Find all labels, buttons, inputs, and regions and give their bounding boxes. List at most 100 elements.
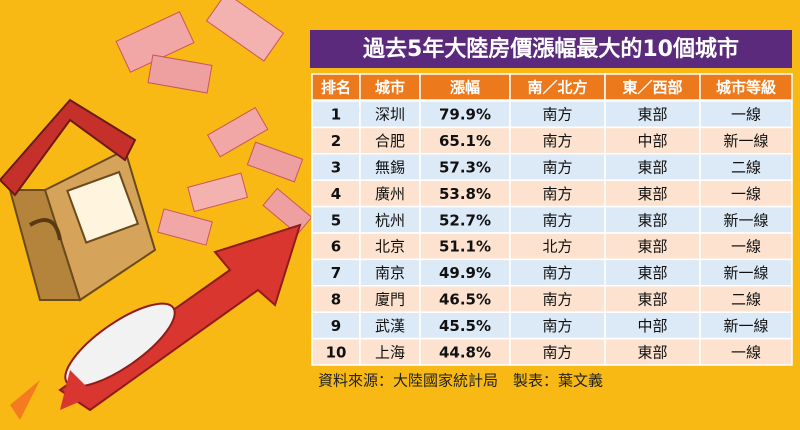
cell-text: 南方 <box>542 317 572 335</box>
cell <box>604 285 701 313</box>
cell-text: 東部 <box>637 264 667 282</box>
cell <box>419 100 511 129</box>
house-roof <box>0 98 137 197</box>
cell-text: 東部 <box>637 343 667 361</box>
cell <box>419 232 511 261</box>
header-cell <box>419 73 511 101</box>
cell <box>311 232 361 261</box>
header-text: 城市等級 <box>716 79 776 97</box>
cell-text: 新一線 <box>723 211 768 229</box>
cell <box>604 311 701 340</box>
cell-text: 上海 <box>375 343 405 361</box>
cell <box>419 285 511 313</box>
cell-text: 合肥 <box>375 132 405 150</box>
cell-text: 52.7% <box>439 211 491 229</box>
rocket-body <box>64 302 176 388</box>
cell <box>699 311 793 340</box>
cell-text: 南方 <box>542 264 572 282</box>
money-bills <box>115 0 313 246</box>
header-cell <box>604 73 701 101</box>
cell-text: 一線 <box>731 185 761 203</box>
cell-text: 4 <box>331 185 341 203</box>
bill <box>246 141 304 183</box>
cell <box>699 258 793 287</box>
cell-text: 10 <box>326 343 347 361</box>
cell-text: 9 <box>331 317 341 335</box>
cell-text: 南方 <box>542 106 572 124</box>
cell-text: 45.5% <box>439 317 491 335</box>
cell-text: 南方 <box>542 159 572 177</box>
header-text: 排名 <box>321 79 351 97</box>
bill <box>157 208 213 246</box>
cell-text: 44.8% <box>439 343 491 361</box>
cell <box>604 258 701 287</box>
cell-text: 南方 <box>542 291 572 309</box>
cell-text: 一線 <box>731 343 761 361</box>
header-cell <box>699 73 793 101</box>
cell-text: 3 <box>331 159 341 177</box>
cell <box>311 205 361 234</box>
cell-text: 東部 <box>637 159 667 177</box>
cell <box>359 100 421 129</box>
cell-text: 49.9% <box>439 264 491 282</box>
cell-text: 51.1% <box>439 238 491 256</box>
house-arm <box>28 218 62 241</box>
bill <box>205 0 285 62</box>
bill <box>147 54 213 94</box>
cell-text: 新一線 <box>723 317 768 335</box>
cell-text: 1 <box>331 106 341 124</box>
bill <box>206 106 269 158</box>
cell <box>699 179 793 208</box>
bill <box>262 187 313 235</box>
cell-text: 65.1% <box>439 132 491 150</box>
cell-text: 武漢 <box>375 317 405 335</box>
cell <box>419 126 511 155</box>
cell-text: 一線 <box>731 106 761 124</box>
cell-text: 深圳 <box>375 106 405 124</box>
cell <box>699 153 793 181</box>
cell-text: 東部 <box>637 238 667 256</box>
header-text: 漲幅 <box>450 79 480 97</box>
cell-text: 2 <box>331 132 341 150</box>
cell <box>699 337 793 366</box>
cell <box>509 205 606 234</box>
bill <box>187 172 249 213</box>
cell <box>509 311 606 340</box>
cell-text: 8 <box>331 291 341 309</box>
cell-text: 新一線 <box>723 132 768 150</box>
cell <box>604 179 701 208</box>
cell-text: 53.8% <box>439 185 491 203</box>
cell <box>604 205 701 234</box>
cell-text: 46.5% <box>439 291 491 309</box>
cell-text: 南京 <box>375 264 405 282</box>
header-text: 城市 <box>375 79 405 97</box>
header-text: 南／北方 <box>527 79 587 97</box>
cell-text: 東部 <box>637 106 667 124</box>
cell-text: 無錫 <box>375 159 405 177</box>
cell-text: 二線 <box>731 291 761 309</box>
cell <box>311 337 361 366</box>
cell-text: 廣州 <box>375 185 405 203</box>
cell-text: 7 <box>331 264 341 282</box>
cell-text: 中部 <box>637 317 667 335</box>
cell <box>604 232 701 261</box>
rocket-flame <box>10 380 40 420</box>
cell <box>604 100 701 129</box>
cell <box>359 179 421 208</box>
cell <box>359 258 421 287</box>
cell <box>509 153 606 181</box>
rocket-fin <box>60 370 95 410</box>
house <box>0 98 157 302</box>
cell-text: 6 <box>331 238 341 256</box>
cell-text: 東部 <box>637 291 667 309</box>
cell-text: 北京 <box>375 238 405 256</box>
cell-text: 南方 <box>542 211 572 229</box>
cell <box>359 337 421 366</box>
cell-text: 一線 <box>731 238 761 256</box>
cell-text: 南方 <box>542 185 572 203</box>
cell-text: 東部 <box>637 185 667 203</box>
rocket-arrow <box>10 223 302 420</box>
house-side <box>8 189 82 301</box>
cell <box>509 285 606 313</box>
